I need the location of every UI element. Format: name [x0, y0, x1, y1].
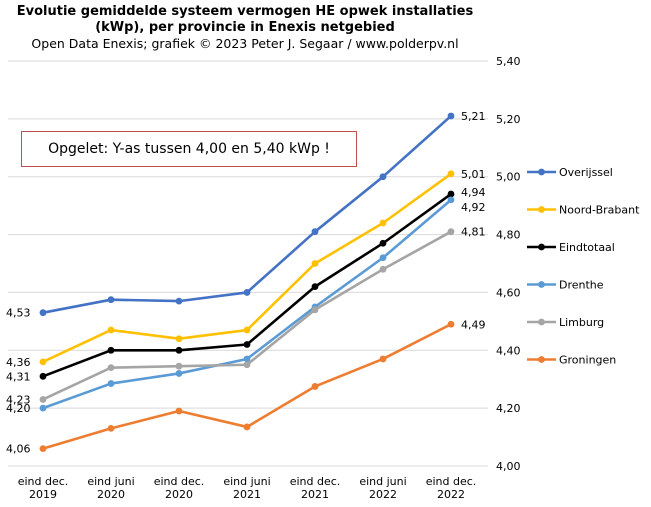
y-tick-label: 5,20 — [496, 113, 521, 126]
x-tick-label: 2021 — [301, 488, 329, 501]
data-point-Noord-Brabant — [379, 219, 387, 227]
legend-label: Noord-Brabant — [559, 204, 640, 217]
last-value-label: 4,49 — [461, 318, 486, 331]
data-point-Noord-Brabant — [311, 260, 319, 267]
first-value-label: 4,23 — [6, 393, 31, 406]
data-point-Noord-Brabant — [243, 326, 251, 334]
first-value-label: 4,20 — [6, 402, 31, 415]
legend-marker — [538, 318, 545, 326]
series-line-Eindtotaal — [42, 193, 452, 378]
data-point-Eindtotaal — [243, 341, 251, 348]
last-value-label: 5,01 — [461, 168, 486, 181]
x-tick-label: eind juni — [87, 475, 134, 488]
data-point-Overijssel — [175, 297, 183, 305]
data-point-Groningen — [175, 407, 183, 415]
y-tick-label: 5,00 — [496, 171, 521, 184]
x-tick-label: eind dec. — [154, 475, 205, 488]
data-point-Groningen — [447, 320, 455, 328]
y-tick-label: 4,80 — [496, 229, 521, 242]
axis-warning-annotation: Opgelet: Y-as tussen 4,00 en 5,40 kWp ! — [21, 131, 357, 167]
x-tick-label: eind juni — [359, 475, 406, 488]
legend-marker — [538, 206, 545, 213]
data-point-Limburg — [175, 362, 183, 370]
data-point-Noord-Brabant — [39, 358, 47, 366]
data-point-Groningen — [39, 445, 47, 453]
data-point-Noord-Brabant — [175, 335, 183, 343]
data-point-Groningen — [107, 424, 115, 432]
x-tick-label: 2021 — [233, 488, 261, 501]
legend-label: Drenthe — [559, 279, 604, 292]
data-point-Groningen — [243, 423, 251, 431]
data-point-Eindtotaal — [447, 190, 455, 198]
data-point-Groningen — [379, 355, 387, 363]
data-point-Overijssel — [447, 112, 455, 120]
data-point-Overijssel — [379, 173, 387, 181]
data-point-Drenthe — [379, 254, 387, 262]
data-point-Eindtotaal — [39, 372, 47, 380]
last-value-label: 4,92 — [461, 201, 486, 214]
data-point-Limburg — [107, 364, 115, 372]
x-tick-label: eind juni — [223, 475, 270, 488]
first-value-label: 4,06 — [6, 443, 31, 456]
last-value-label: 4,81 — [461, 226, 486, 239]
chart-title-line-1: Evolutie gemiddelde systeem vermogen HE … — [16, 4, 474, 19]
data-point-Limburg — [39, 396, 47, 403]
chart-subtitle: Open Data Enexis; grafiek © 2023 Peter J… — [31, 36, 459, 51]
legend-marker — [538, 243, 545, 251]
y-tick-label: 4,00 — [496, 460, 521, 473]
series-line-Drenthe — [42, 198, 452, 410]
legend-label: Groningen — [559, 354, 616, 367]
first-value-label: 4,36 — [6, 356, 31, 369]
data-point-Drenthe — [447, 196, 455, 204]
data-point-Overijssel — [243, 289, 251, 296]
y-tick-label: 4,20 — [496, 402, 521, 415]
data-point-Limburg — [447, 228, 455, 236]
legend-label: Eindtotaal — [559, 241, 615, 254]
x-tick-label: 2020 — [165, 488, 193, 501]
x-tick-label: 2022 — [369, 488, 397, 501]
x-tick-label: 2019 — [29, 488, 57, 501]
legend-marker — [538, 281, 545, 288]
data-point-Eindtotaal — [107, 346, 115, 354]
last-value-label: 4,94 — [461, 186, 486, 199]
data-point-Eindtotaal — [311, 283, 319, 291]
data-point-Eindtotaal — [379, 239, 387, 247]
legend-label: Overijssel — [559, 166, 613, 179]
first-value-label: 4,53 — [6, 307, 31, 320]
data-point-Drenthe — [243, 355, 251, 363]
first-value-label: 4,31 — [6, 370, 31, 383]
data-point-Drenthe — [107, 380, 115, 387]
y-tick-label: 4,40 — [496, 344, 521, 357]
legend-marker — [538, 168, 545, 176]
data-point-Overijssel — [39, 309, 47, 317]
series-line-Limburg — [42, 230, 452, 401]
legend-marker — [538, 356, 545, 363]
series-line-Noord-Brabant — [42, 172, 452, 364]
x-tick-label: 2022 — [437, 488, 465, 501]
data-point-Overijssel — [311, 228, 319, 236]
data-point-Groningen — [311, 383, 319, 390]
last-value-label: 5,21 — [461, 110, 486, 123]
legend-label: Limburg — [559, 316, 604, 329]
data-point-Eindtotaal — [175, 346, 183, 354]
data-point-Limburg — [311, 306, 319, 314]
y-tick-label: 5,40 — [496, 55, 521, 68]
data-point-Limburg — [243, 361, 251, 369]
x-tick-label: eind dec. — [426, 475, 477, 488]
data-point-Noord-Brabant — [107, 326, 115, 334]
data-point-Noord-Brabant — [447, 170, 455, 178]
data-point-Drenthe — [39, 404, 47, 412]
x-tick-label: eind dec. — [290, 475, 341, 488]
data-point-Overijssel — [107, 296, 115, 304]
x-tick-label: eind dec. — [18, 475, 69, 488]
data-point-Drenthe — [175, 370, 183, 377]
data-point-Limburg — [379, 265, 387, 273]
x-tick-label: 2020 — [97, 488, 125, 501]
chart-title-line-2: (kWp), per provincie in Enexis netgebied — [95, 20, 395, 35]
y-tick-label: 4,60 — [496, 286, 521, 299]
